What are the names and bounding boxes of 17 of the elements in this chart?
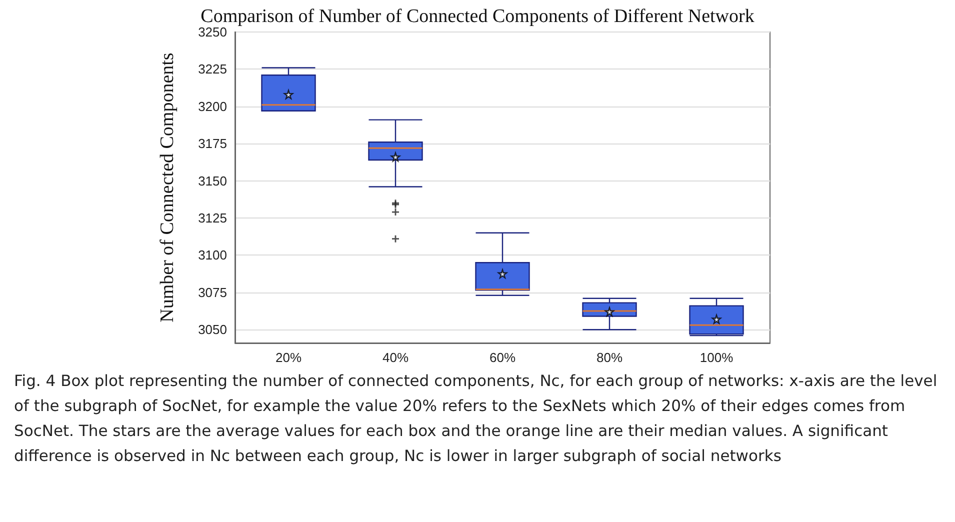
x-tick-label: 40% <box>382 350 409 365</box>
y-tick-label: 3250 <box>198 24 227 40</box>
x-tick-label: 60% <box>489 350 516 365</box>
caption: Fig. 4 Box plot representing the number of connected components, Nc, for each group of networks: x-axis are the level of the subgraph of SocNet, for example the value 20% refers to the SexNets which 20% of their edges comes from SocNet. The stars are the average values for each box and the orange line are their median values. A significant difference is observed in Nc between each group, Nc is lower in larger subgraph of social networks <box>14 371 938 467</box>
x-tick-label: 100% <box>700 350 734 365</box>
y-tick-label: 3150 <box>198 173 227 188</box>
chart-title: Comparison of Number of Connected Components of Different Network <box>200 6 755 27</box>
x-tick-label: 20% <box>275 350 302 365</box>
y-tick-label: 3050 <box>198 322 227 338</box>
y-tick-label: 3175 <box>198 136 227 152</box>
y-axis-title: Number of Connected Components <box>157 52 178 322</box>
y-tick-label: 3200 <box>198 98 227 114</box>
x-tick-label: 80% <box>596 350 623 365</box>
y-tick-label: 3225 <box>198 62 227 77</box>
y-tick-label: 3075 <box>198 284 227 300</box>
y-tick-label: 3125 <box>198 210 227 226</box>
y-tick-label: 3100 <box>198 248 227 263</box>
